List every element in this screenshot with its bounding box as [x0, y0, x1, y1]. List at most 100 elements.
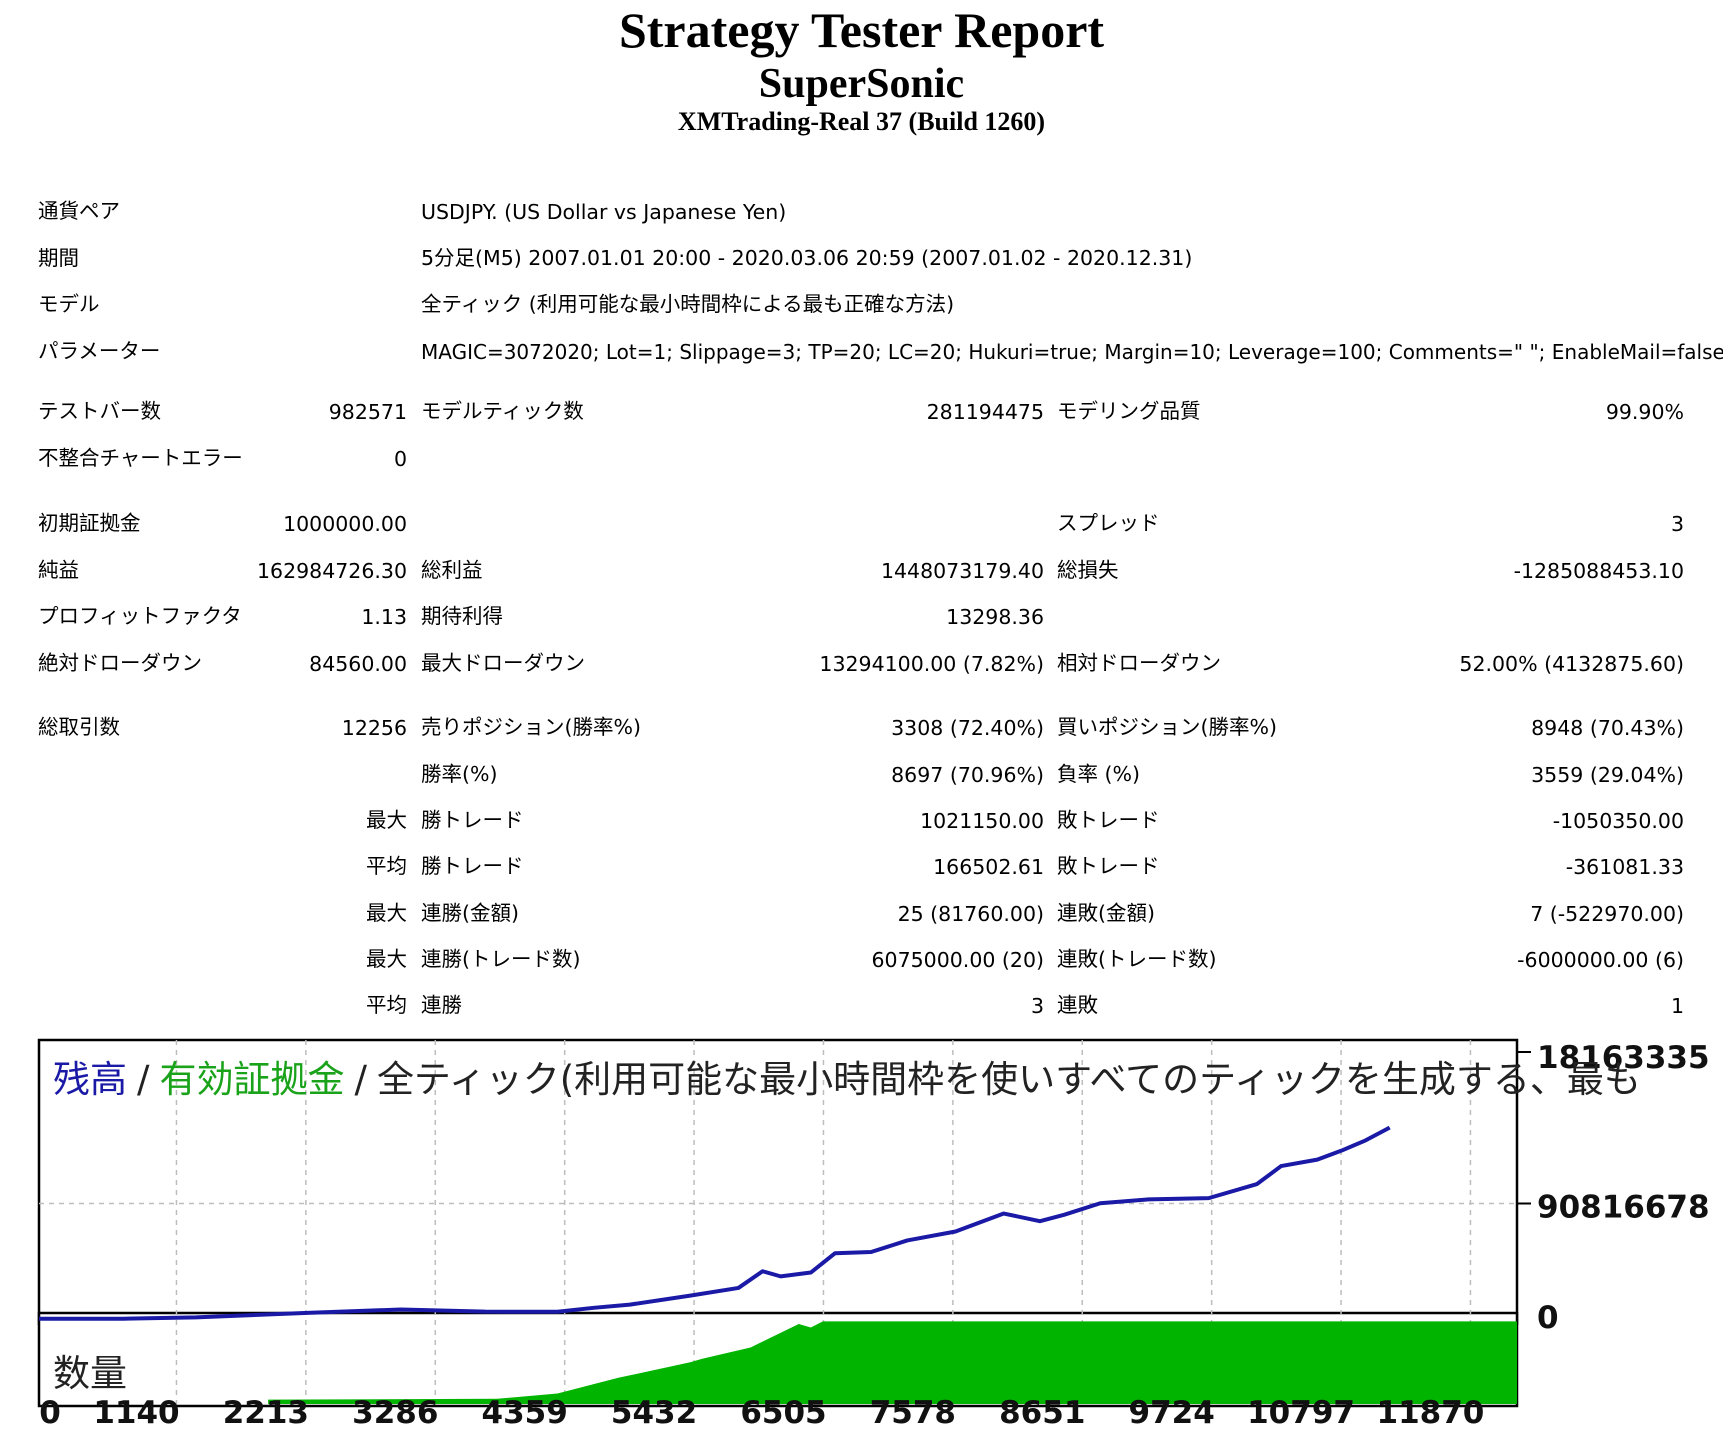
x-tick-label: 7578 — [870, 1395, 956, 1429]
label-symbol: 通貨ペア — [38, 199, 120, 223]
value-max-consec-win-amount: 25 (81760.00) — [897, 902, 1044, 926]
report-title: Strategy Tester Report — [618, 2, 1105, 58]
volume-area — [268, 1321, 1517, 1404]
label-quality: モデリング品質 — [1057, 399, 1201, 423]
value-largest-loss: -1050350.00 — [1552, 809, 1684, 833]
x-tick-label: 3286 — [352, 1395, 438, 1429]
x-tick-label: 9724 — [1129, 1395, 1215, 1429]
x-tick-label: 0 — [39, 1395, 61, 1429]
x-tick-label: 4359 — [482, 1395, 568, 1429]
server-info: XMTrading-Real 37 (Build 1260) — [677, 107, 1046, 136]
value-model: 全ティック (利用可能な最小時間枠による最も正確な方法) — [421, 292, 955, 316]
value-rel-drawdown: 52.00% (4132875.60) — [1459, 652, 1684, 676]
x-tick-label: 1140 — [93, 1395, 179, 1429]
label-win-rate: 勝率(%) — [421, 762, 498, 786]
label-avg-consec-loss: 連敗 — [1057, 993, 1098, 1017]
prefix-avg-consec: 平均 — [366, 993, 407, 1017]
label-total-trades: 総取引数 — [38, 715, 120, 739]
value-avg-consec-win: 3 — [1030, 994, 1044, 1018]
label-largest-win: 勝トレード — [421, 808, 524, 832]
legend-model: 全ティック(利用可能な最小時間枠を使いすべてのティックを生成する、最も — [377, 1058, 1641, 1101]
y-axis-labels: 18163335 90816678 0 — [1517, 1040, 1710, 1336]
label-max-drawdown: 最大ドローダウン — [421, 651, 585, 675]
x-tick-label: 2213 — [223, 1395, 309, 1429]
value-spread: 3 — [1670, 512, 1684, 536]
value-mismatch: 0 — [393, 447, 407, 471]
x-tick-label: 10797 — [1247, 1395, 1355, 1429]
value-symbol: USDJPY. (US Dollar vs Japanese Yen) — [421, 200, 787, 224]
label-gross-profit: 総利益 — [421, 558, 483, 582]
value-avg-loss: -361081.33 — [1565, 855, 1684, 879]
label-rel-drawdown: 相対ドローダウン — [1057, 651, 1221, 675]
prefix-max-consec-count: 最大 — [366, 947, 407, 971]
label-mismatch: 不整合チャートエラー — [38, 446, 243, 470]
label-avg-consec-win: 連勝 — [421, 993, 462, 1017]
label-bars: テストバー数 — [38, 399, 161, 423]
label-max-consec-loss-count: 連敗(トレード数) — [1057, 947, 1217, 971]
value-max-consec-win-count: 6075000.00 (20) — [871, 948, 1045, 972]
label-ticks: モデルティック数 — [421, 399, 584, 423]
value-deposit: 1000000.00 — [283, 512, 407, 536]
value-max-consec-loss-amount: 7 (-522970.00) — [1530, 902, 1684, 926]
value-loss-rate: 3559 (29.04%) — [1531, 763, 1684, 787]
volume-label: 数量 — [53, 1352, 127, 1395]
value-long-positions: 8948 (70.43%) — [1531, 716, 1684, 740]
label-abs-drawdown: 絶対ドローダウン — [38, 651, 202, 675]
value-profit-factor: 1.13 — [361, 605, 407, 629]
value-period: 5分足(M5) 2007.01.01 20:00 - 2020.03.06 20… — [421, 246, 1193, 270]
value-short-positions: 3308 (72.40%) — [891, 716, 1044, 740]
value-gross-loss: -1285088453.10 — [1513, 559, 1684, 583]
label-largest-loss: 敗トレード — [1057, 808, 1160, 832]
value-ticks: 281194475 — [926, 400, 1044, 424]
label-max-consec-win-count: 連勝(トレード数) — [421, 947, 581, 971]
value-bars: 982571 — [328, 400, 407, 424]
label-max-consec-loss-amount: 連敗(金額) — [1057, 901, 1155, 925]
value-win-rate: 8697 (70.96%) — [891, 763, 1044, 787]
balance-lines — [39, 1125, 1391, 1321]
prefix-average: 平均 — [366, 854, 407, 878]
balance-line — [39, 1125, 1391, 1321]
label-parameters: パラメーター — [38, 339, 161, 363]
label-profit-factor: プロフィットファクタ — [38, 604, 242, 628]
prefix-largest: 最大 — [366, 808, 407, 832]
value-net-profit: 162984726.30 — [257, 559, 407, 583]
label-net-profit: 純益 — [38, 558, 79, 582]
legend-balance: 残高 — [53, 1058, 127, 1101]
y-tick-label: 18163335 — [1537, 1040, 1710, 1076]
value-quality: 99.90% — [1605, 400, 1684, 424]
label-model: モデル — [38, 292, 100, 316]
label-expected-payoff: 期待利得 — [421, 604, 503, 628]
volume-fill — [268, 1321, 1517, 1404]
y-tick-label: 0 — [1537, 1300, 1559, 1336]
value-total-trades: 12256 — [341, 716, 407, 740]
x-axis-labels: 0 1140 2213 3286 4359 5432 6505 7578 8651 9724 107… — [39, 1395, 1484, 1429]
label-avg-loss: 敗トレード — [1057, 854, 1160, 878]
x-tick-label: 11870 — [1377, 1395, 1485, 1429]
y-tick-label: 90816678 — [1537, 1190, 1710, 1226]
label-deposit: 初期証拠金 — [38, 511, 141, 535]
ea-name: SuperSonic — [758, 61, 965, 107]
prefix-max-consec-amount: 最大 — [366, 901, 407, 925]
x-tick-label: 6505 — [740, 1395, 826, 1429]
label-avg-win: 勝トレード — [421, 854, 524, 878]
value-avg-win: 166502.61 — [933, 855, 1044, 879]
legend-equity: 有効証拠金 — [159, 1058, 344, 1101]
legend-sep-2: / — [354, 1058, 367, 1101]
x-tick-label: 8651 — [999, 1395, 1085, 1429]
value-avg-consec-loss: 1 — [1670, 994, 1684, 1018]
value-max-drawdown: 13294100.00 (7.82%) — [819, 652, 1044, 676]
label-spread: スプレッド — [1057, 511, 1160, 535]
label-max-consec-win-amount: 連勝(金額) — [421, 901, 519, 925]
value-parameters: MAGIC=3072020; Lot=1; Slippage=3; TP=20;… — [421, 340, 1723, 364]
balance-chart: 18163335 90816678 0 0 1140 2213 3286 4359 5432 6… — [37, 1038, 1710, 1429]
label-period: 期間 — [38, 246, 79, 270]
label-gross-loss: 総損失 — [1057, 558, 1119, 582]
label-loss-rate: 負率 (%) — [1057, 762, 1140, 786]
x-tick-label: 5432 — [611, 1395, 697, 1429]
value-expected-payoff: 13298.36 — [946, 605, 1044, 629]
label-long-positions: 買いポジション(勝率%) — [1057, 715, 1277, 739]
value-abs-drawdown: 84560.00 — [309, 652, 407, 676]
value-largest-win: 1021150.00 — [920, 809, 1044, 833]
label-short-positions: 売りポジション(勝率%) — [421, 715, 641, 739]
legend: 残高 / 有効証拠金 / 全ティック(利用可能な最小時間枠を使いすべてのティックを生成す… — [53, 1058, 1641, 1101]
